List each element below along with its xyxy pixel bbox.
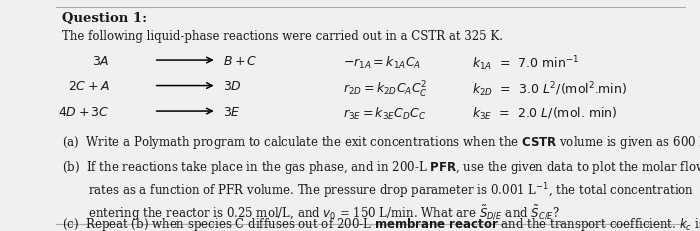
Text: rates as a function of PFR volume. The pressure drop parameter is 0.001 L$^{-1}$: rates as a function of PFR volume. The p… — [62, 181, 694, 201]
Text: $k_{3E}$  =  2.0 $L$/(mol. min): $k_{3E}$ = 2.0 $L$/(mol. min) — [472, 106, 617, 122]
Text: $4D + 3C$: $4D + 3C$ — [58, 106, 110, 119]
Text: (c)  Repeat (b) when species C diffuses out of 200-L $\mathbf{membrane\ reactor}: (c) Repeat (b) when species C diffuses o… — [62, 216, 700, 231]
Text: $2C + A$: $2C + A$ — [68, 80, 110, 93]
Text: entering the reactor is 0.25 mol/L, and $v_0$ = 150 L/min. What are $\tilde{S}_{: entering the reactor is 0.25 mol/L, and … — [62, 203, 561, 222]
Text: $k_{1A}$  =  7.0 min$^{-1}$: $k_{1A}$ = 7.0 min$^{-1}$ — [472, 55, 579, 73]
Text: $3A$: $3A$ — [92, 55, 110, 67]
Text: The following liquid-phase reactions were carried out in a CSTR at 325 K.: The following liquid-phase reactions wer… — [62, 30, 503, 43]
Text: $r_{2D} = k_{2D}C_AC_C^2$: $r_{2D} = k_{2D}C_AC_C^2$ — [343, 80, 428, 100]
Text: $3D$: $3D$ — [223, 80, 241, 93]
Text: Question 1:: Question 1: — [62, 12, 148, 25]
Text: $k_{2D}$  =  3.0 $L^2$/(mol$^2$.min): $k_{2D}$ = 3.0 $L^2$/(mol$^2$.min) — [472, 80, 626, 99]
Text: (a)  Write a Polymath program to calculate the exit concentrations when the $\ma: (a) Write a Polymath program to calculat… — [62, 134, 700, 151]
Text: $-r_{1A} = k_{1A}C_A$: $-r_{1A} = k_{1A}C_A$ — [343, 55, 421, 71]
Text: $3E$: $3E$ — [223, 106, 241, 119]
Text: $B + C$: $B + C$ — [223, 55, 258, 67]
Text: $r_{3E} = k_{3E}C_DC_C$: $r_{3E} = k_{3E}C_DC_C$ — [343, 106, 426, 122]
Text: (b)  If the reactions take place in the gas phase, and in 200-L $\mathbf{PFR}$, : (b) If the reactions take place in the g… — [62, 159, 700, 176]
